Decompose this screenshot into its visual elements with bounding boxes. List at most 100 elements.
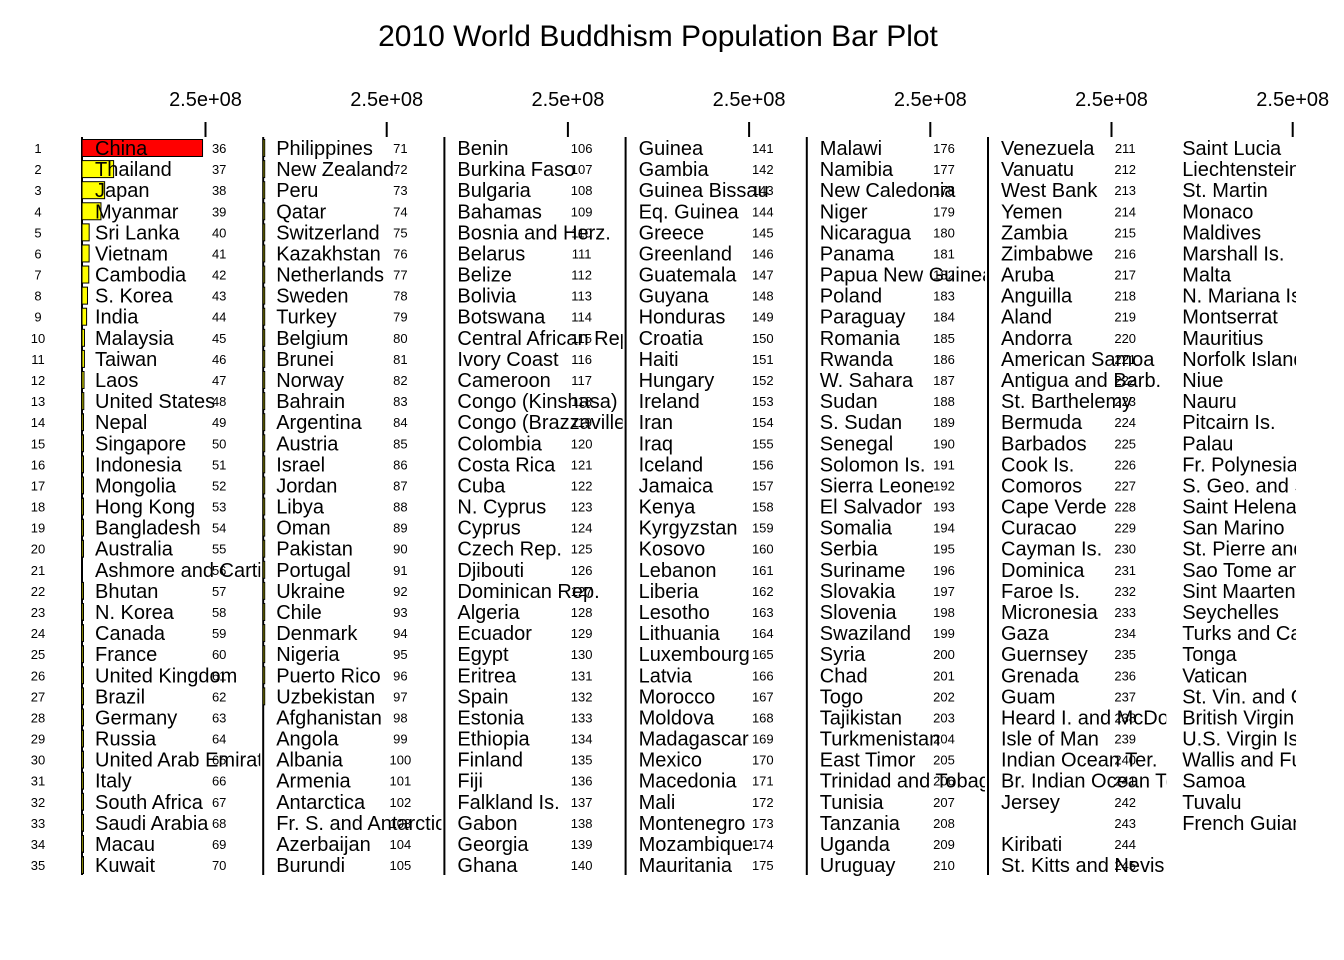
country-label: Mozambique	[639, 834, 754, 856]
rank-label: 95	[393, 647, 407, 662]
country-label: Montenegro	[639, 813, 746, 835]
bar	[262, 202, 266, 221]
rank-label: 219	[1114, 310, 1136, 325]
country-label: Finland	[457, 750, 523, 772]
bar	[262, 307, 266, 326]
rank-label: 35	[31, 858, 45, 873]
country-label: Ethiopia	[457, 729, 530, 751]
bar	[81, 307, 88, 326]
rank-label: 70	[212, 858, 226, 873]
country-label: Hong Kong	[95, 497, 195, 519]
country-label: Comoros	[1001, 475, 1082, 497]
rank-label: 89	[393, 521, 407, 536]
axis-tick-label: 2.5e+08	[169, 89, 242, 111]
country-label: St. Kitts and Nevis	[1001, 855, 1164, 877]
rank-label: 53	[212, 500, 226, 515]
country-label: Burundi	[276, 855, 345, 877]
rank-label: 168	[752, 710, 774, 725]
country-label: Mexico	[639, 750, 702, 772]
rank-label: 111	[572, 246, 592, 261]
rank-label: 82	[393, 373, 407, 388]
country-label: Austria	[276, 433, 339, 455]
rank-label: 17	[31, 478, 45, 493]
country-label: Estonia	[457, 707, 525, 729]
country-label: Bahamas	[457, 201, 542, 223]
country-label: Czech Rep.	[457, 539, 562, 561]
rank-label: 27	[31, 689, 45, 704]
rank-label: 187	[933, 373, 955, 388]
rank-label: 98	[393, 710, 407, 725]
rank-label: 73	[393, 183, 407, 198]
country-label: China	[95, 138, 148, 160]
rank-label: 181	[933, 246, 955, 261]
country-label: Kiribati	[1001, 834, 1062, 856]
rank-label: 180	[933, 225, 955, 240]
rank-label: 38	[212, 183, 226, 198]
rank-label: 90	[393, 542, 407, 557]
rank-label: 201	[933, 668, 955, 683]
country-label: Belarus	[457, 243, 525, 265]
bar	[81, 286, 88, 305]
country-label: Nicaragua	[820, 222, 912, 244]
rank-label: 240	[1114, 753, 1136, 768]
country-label: Sierra Leone	[820, 475, 935, 497]
rank-label: 16	[31, 457, 45, 472]
country-label: Kosovo	[639, 539, 706, 561]
country-label: St. Pierre and Miquelon	[1182, 539, 1344, 561]
bar	[81, 139, 204, 157]
rank-label: 3	[34, 183, 41, 198]
country-label: New Zealand	[276, 159, 394, 181]
bar	[262, 476, 266, 495]
bar	[262, 265, 266, 284]
rank-label: 19	[31, 521, 45, 536]
country-label: South Africa	[95, 792, 204, 814]
bar	[81, 771, 84, 790]
country-label: Sint Maarten	[1182, 581, 1295, 603]
bar	[81, 624, 84, 643]
rank-label: 99	[393, 732, 407, 747]
country-label: Slovenia	[820, 602, 898, 624]
bar	[81, 476, 84, 495]
rank-label: 232	[1114, 584, 1136, 599]
rank-label: 7	[34, 268, 41, 283]
rank-label: 21	[31, 563, 45, 578]
axis-tick-label: 2.5e+08	[350, 89, 423, 111]
rank-label: 218	[1114, 289, 1136, 304]
country-label: Somalia	[820, 518, 893, 540]
rank-label: 158	[752, 500, 774, 515]
rank-label: 233	[1114, 605, 1136, 620]
rank-label: 102	[390, 795, 412, 810]
country-label: Morocco	[639, 686, 716, 708]
rank-label: 202	[933, 689, 955, 704]
rank-label: 65	[212, 753, 226, 768]
rank-label: 45	[212, 331, 226, 346]
chart-panels: 2.5e+08 2.5e+08 2.5e+08 2.5e+08 2.5e+08 2.5e+…	[31, 89, 1344, 877]
country-label: Egypt	[457, 644, 509, 666]
rank-label: 195	[933, 542, 955, 557]
rank-label: 222	[1114, 373, 1136, 388]
bar	[81, 581, 84, 600]
rank-label: 119	[571, 415, 592, 430]
rank-label: 124	[571, 521, 593, 536]
rank-label: 176	[933, 141, 955, 156]
rank-label: 117	[571, 373, 592, 388]
country-label: Macedonia	[639, 771, 738, 793]
bar	[81, 834, 84, 853]
bar	[262, 160, 266, 179]
country-label: Pitcairn Is.	[1182, 412, 1275, 434]
country-label: Romania	[820, 328, 901, 350]
rank-label: 163	[752, 605, 774, 620]
rank-label: 207	[933, 795, 955, 810]
country-label: Iran	[639, 412, 673, 434]
rank-label: 11	[31, 352, 45, 367]
rank-label: 80	[393, 331, 407, 346]
bar	[81, 813, 84, 832]
rank-label: 46	[212, 352, 226, 367]
rank-label: 88	[393, 500, 407, 515]
country-label: Norfolk Island	[1182, 349, 1304, 371]
bar	[81, 497, 84, 516]
country-label: Dominica	[1001, 560, 1085, 582]
country-label: Denmark	[276, 623, 358, 645]
country-label: Sao Tome and Principe	[1182, 560, 1344, 582]
country-label: Turkmenistan	[820, 729, 940, 751]
